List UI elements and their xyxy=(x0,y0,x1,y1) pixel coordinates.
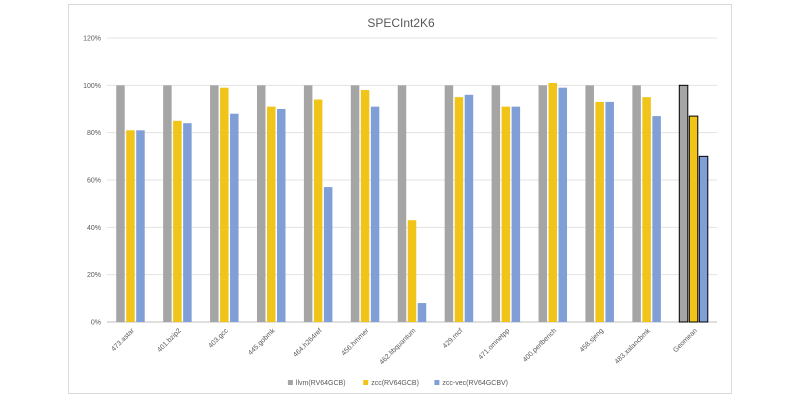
bar-llvm-rv64gcb- xyxy=(116,85,125,322)
bar-zcc-rv64gcb- xyxy=(173,120,182,322)
bar-llvm-rv64gcb- xyxy=(632,85,641,322)
y-tick-label: 80% xyxy=(87,130,101,137)
bar-zcc-vec-rv64gcbv- xyxy=(370,106,380,322)
x-category-label: 464.h264ref xyxy=(292,327,323,358)
x-category-label: 403.gcc xyxy=(207,327,230,350)
bar-zcc-rv64gcb- xyxy=(454,97,464,323)
x-category-label: 473.astar xyxy=(110,327,136,353)
bar-zcc-vec-rv64gcbv- xyxy=(464,94,474,322)
bar-llvm-rv64gcb- xyxy=(303,85,313,322)
bar-chart: SPECInt2K6 0% 20% 40% 60% 80% 100% 120% 473.as… xyxy=(83,16,717,387)
bar-llvm-rv64gcb- xyxy=(210,85,219,322)
y-tick-label: 40% xyxy=(87,225,101,232)
bar-zcc-vec-rv64gcbv- xyxy=(276,109,286,322)
x-category-label: Geomean xyxy=(672,327,699,354)
chart-title: SPECInt2K6 xyxy=(367,16,435,30)
bar-llvm-rv64gcb- xyxy=(491,85,501,322)
bar-zcc-rv64gcb- xyxy=(126,130,135,322)
bar-llvm-rv64gcb- xyxy=(397,85,407,322)
bar-llvm-rv64gcb- xyxy=(256,85,266,322)
x-category-label: 429.mcf xyxy=(442,327,465,350)
bar-zcc-vec-rv64gcbv- xyxy=(558,87,568,322)
bar-zcc-rv64gcb- xyxy=(595,101,604,323)
bar-zcc-rv64gcb- xyxy=(407,220,417,322)
x-axis-categories: 473.astar 401.bzip2 403.gcc 445.gobmk 464.h2… xyxy=(110,327,699,366)
bar-zcc-rv64gcb- xyxy=(220,87,229,322)
legend-swatch xyxy=(434,380,440,385)
bar-zcc-rv64gcb- xyxy=(360,90,370,322)
y-tick-label: 60% xyxy=(87,178,101,185)
legend-swatch xyxy=(363,380,369,385)
bar-zcc-rv64gcb- xyxy=(548,82,558,322)
x-category-label: 462.libquantum xyxy=(379,327,418,366)
x-category-label: 401.bzip2 xyxy=(156,327,182,353)
bar-zcc-vec-rv64gcbv- xyxy=(652,116,661,322)
x-category-label: 400.perlbench xyxy=(522,327,558,363)
x-category-label: 445.gobmk xyxy=(247,327,277,357)
bars xyxy=(116,82,709,323)
x-category-label: 483.xalancbmk xyxy=(614,327,653,366)
bar-zcc-vec-rv64gcbv- xyxy=(230,113,239,322)
y-tick-label: 100% xyxy=(83,83,101,90)
legend-label: llvm(RV64GCB) xyxy=(296,380,346,387)
bar-zcc-rv64gcb- xyxy=(313,99,323,323)
bar-llvm-rv64gcb- xyxy=(678,84,689,323)
bar-zcc-vec-rv64gcbv- xyxy=(183,123,192,322)
bar-zcc-rv64gcb- xyxy=(688,115,699,323)
bar-zcc-rv64gcb- xyxy=(266,106,276,322)
legend-label: zcc-vec(RV64GCBV) xyxy=(442,380,508,387)
legend-swatch xyxy=(287,380,293,385)
bar-zcc-vec-rv64gcbv- xyxy=(323,187,333,322)
bar-llvm-rv64gcb- xyxy=(163,85,172,322)
bar-zcc-vec-rv64gcbv- xyxy=(698,155,709,323)
y-axis-ticks: 0% 20% 40% 60% 80% 100% 120% xyxy=(83,36,101,327)
bar-llvm-rv64gcb- xyxy=(538,85,548,322)
legend-label: zcc(RV64GCB) xyxy=(371,380,419,387)
chart-frame: SPECInt2K6 0% 20% 40% 60% 80% 100% 120% 473.as… xyxy=(68,4,732,394)
y-tick-label: 20% xyxy=(87,272,101,279)
bar-llvm-rv64gcb- xyxy=(585,85,594,322)
x-category-label: 458.sjeng xyxy=(579,327,605,353)
bar-zcc-vec-rv64gcbv- xyxy=(511,106,521,322)
x-category-label: 456.hmmer xyxy=(341,327,371,357)
y-tick-label: 0% xyxy=(91,320,101,327)
bar-zcc-rv64gcb- xyxy=(642,97,651,323)
x-category-label: 471.omnetpp xyxy=(477,327,511,361)
legend: llvm(RV64GCB) zcc(RV64GCB) zcc-vec(RV64GCB… xyxy=(287,380,508,387)
bar-zcc-vec-rv64gcbv- xyxy=(417,303,427,322)
bar-zcc-vec-rv64gcbv- xyxy=(136,130,145,322)
bar-llvm-rv64gcb- xyxy=(350,85,360,322)
y-tick-label: 120% xyxy=(83,36,101,43)
bar-zcc-vec-rv64gcbv- xyxy=(605,101,614,323)
bar-zcc-rv64gcb- xyxy=(501,106,511,322)
bar-llvm-rv64gcb- xyxy=(444,85,454,322)
